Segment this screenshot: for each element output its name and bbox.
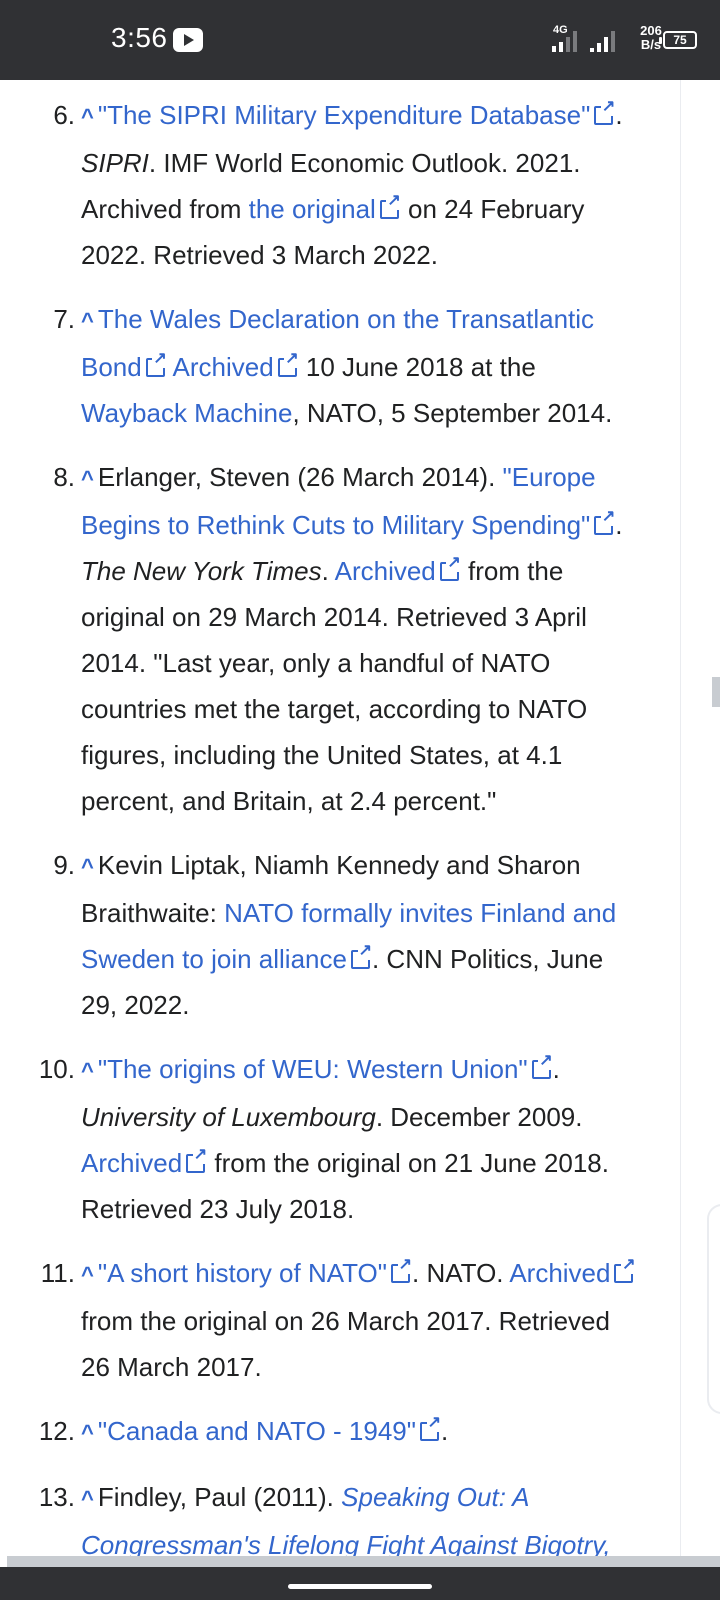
reference-number: 12. — [38, 1416, 75, 1446]
publication-name: SIPRI — [81, 148, 149, 178]
signal-strength-icon-sim1 — [552, 30, 582, 52]
external-link-icon[interactable] — [145, 350, 167, 377]
references-content: 6. ^ "The SIPRI Military Expenditure Datab… — [0, 80, 720, 1567]
backlink-caret[interactable]: ^ — [81, 854, 94, 879]
navigation-bar — [0, 1567, 720, 1600]
backlink-caret[interactable]: ^ — [81, 1058, 94, 1083]
reference-link[interactable]: Archived — [172, 352, 274, 382]
external-link-icon[interactable] — [614, 1256, 636, 1283]
reference-number: 11. — [40, 1258, 75, 1288]
reference-text: . December 2009. — [375, 1102, 583, 1132]
horizontal-scrollbar[interactable] — [7, 1556, 720, 1567]
reference-number: 13. — [38, 1482, 75, 1512]
reference-text: 10 June 2018 at the — [298, 352, 536, 382]
reference-link[interactable]: Archived — [334, 556, 436, 586]
youtube-play-icon — [173, 28, 203, 52]
reference-text: . — [615, 510, 623, 540]
reference-text: from the original on 29 March 2014. Retr… — [81, 556, 588, 816]
reference-link[interactable]: "Europe Begins to Rethink Cuts to Milita… — [81, 462, 596, 540]
reference-link[interactable]: the original — [248, 194, 376, 224]
external-link-icon[interactable] — [350, 942, 372, 969]
reference-number: 8. — [53, 462, 75, 492]
reference-text: from the original on 21 June 2018. Retri… — [81, 1148, 609, 1224]
network-type-label: 4G — [553, 24, 568, 36]
backlink-caret[interactable]: ^ — [81, 1262, 94, 1287]
reference-item: 6. ^ "The SIPRI Military Expenditure Datab… — [0, 92, 680, 278]
content-right-border — [680, 80, 681, 1567]
reference-number: 6. — [53, 100, 75, 130]
side-panel-handle[interactable] — [707, 1204, 720, 1414]
reference-link[interactable]: The Wales Declaration on the Transatlant… — [81, 304, 595, 382]
reference-link[interactable]: "The origins of WEU: Western Union" — [97, 1054, 528, 1084]
external-link-icon[interactable] — [439, 554, 461, 581]
backlink-caret[interactable]: ^ — [81, 308, 94, 333]
reference-link[interactable]: Speaking Out: A Congressman's Lifelong F… — [81, 1482, 611, 1560]
network-speed: 206 B/s — [636, 24, 666, 52]
reference-link[interactable]: "Canada and NATO - 1949" — [97, 1416, 416, 1446]
reference-text: Findley, Paul (2011). — [97, 1482, 342, 1512]
reference-number: 7. — [53, 304, 75, 334]
external-link-icon[interactable] — [277, 350, 299, 377]
reference-number: 9. — [53, 850, 75, 880]
reference-item: 11.^"A short history of NATO" . NATO. Arc… — [0, 1250, 680, 1390]
external-link-icon[interactable] — [379, 192, 401, 219]
publication-name: University of Luxembourg — [81, 1102, 376, 1132]
reference-item: 13. ^ Findley, Paul (2011). Speaking Out: … — [0, 1474, 680, 1567]
reference-text: , NATO, 5 September 2014. — [292, 398, 613, 428]
battery-icon: 75 — [659, 31, 697, 49]
network-speed-value: 206 — [640, 23, 662, 38]
reference-text: . — [321, 556, 335, 586]
reference-list: 6. ^ "The SIPRI Military Expenditure Datab… — [0, 92, 680, 1567]
reference-item: 10.^"The origins of WEU: Western Union".… — [0, 1046, 680, 1232]
external-link-icon[interactable] — [391, 1256, 413, 1283]
reference-text: . — [441, 1416, 449, 1446]
reference-text: Kevin Liptak, Niamh Kennedy and Sharon B… — [81, 850, 581, 928]
external-link-icon[interactable] — [420, 1414, 441, 1441]
reference-link[interactable]: Archived — [509, 1258, 611, 1288]
reference-item: 9. ^ Kevin Liptak, Niamh Kennedy and Sharo… — [0, 842, 680, 1028]
reference-text: . NATO. — [412, 1258, 510, 1288]
reference-item: 7. ^ The Wales Declaration on the Transatl… — [0, 296, 680, 436]
reference-item: 8. ^ Erlanger, Steven (26 March 2014). "Eu… — [0, 454, 680, 824]
external-link-icon[interactable] — [594, 508, 616, 535]
battery-level: 75 — [673, 33, 687, 47]
backlink-caret[interactable]: ^ — [81, 1486, 94, 1511]
publication-name: The New York Times — [81, 556, 322, 586]
reference-text: . — [615, 100, 623, 130]
reference-link[interactable]: Wayback Machine — [81, 398, 293, 428]
external-link-icon[interactable] — [531, 1052, 553, 1079]
reference-text: . IMF World Economic Outlook. 2021. Arch… — [81, 148, 581, 224]
home-gesture-pill[interactable] — [288, 1584, 432, 1589]
reference-link[interactable]: Archived — [81, 1148, 183, 1178]
status-time: 3:56 — [111, 22, 168, 53]
reference-text: . CNN Politics, June 29, 2022. — [81, 944, 604, 1020]
reference-link[interactable]: "A short history of NATO" — [97, 1258, 388, 1288]
backlink-caret[interactable]: ^ — [81, 1420, 94, 1445]
status-bar: 3:56 4G 206 B/s 75 — [0, 0, 720, 80]
external-link-icon[interactable] — [594, 98, 616, 125]
reference-link[interactable]: "The SIPRI Military Expenditure Database… — [97, 100, 591, 130]
reference-link[interactable]: NATO formally invites Finland and Sweden… — [81, 898, 617, 974]
reference-number: 10. — [38, 1054, 75, 1084]
reference-text: on 24 February 2022. Retrieved 3 March 2… — [81, 194, 585, 270]
reference-text: . — [552, 1054, 560, 1084]
network-speed-unit: B/s — [640, 37, 662, 52]
reference-text: from the original on 26 March 2017. Retr… — [81, 1306, 610, 1382]
reference-item: 12.^"Canada and NATO - 1949". — [0, 1408, 680, 1456]
signal-strength-icon-sim2 — [590, 30, 620, 52]
reference-text: Erlanger, Steven (26 March 2014). — [97, 462, 503, 492]
backlink-caret[interactable]: ^ — [81, 104, 94, 129]
external-link-icon[interactable] — [186, 1146, 208, 1173]
backlink-caret[interactable]: ^ — [81, 466, 94, 491]
vertical-scrollbar-thumb[interactable] — [712, 677, 720, 707]
